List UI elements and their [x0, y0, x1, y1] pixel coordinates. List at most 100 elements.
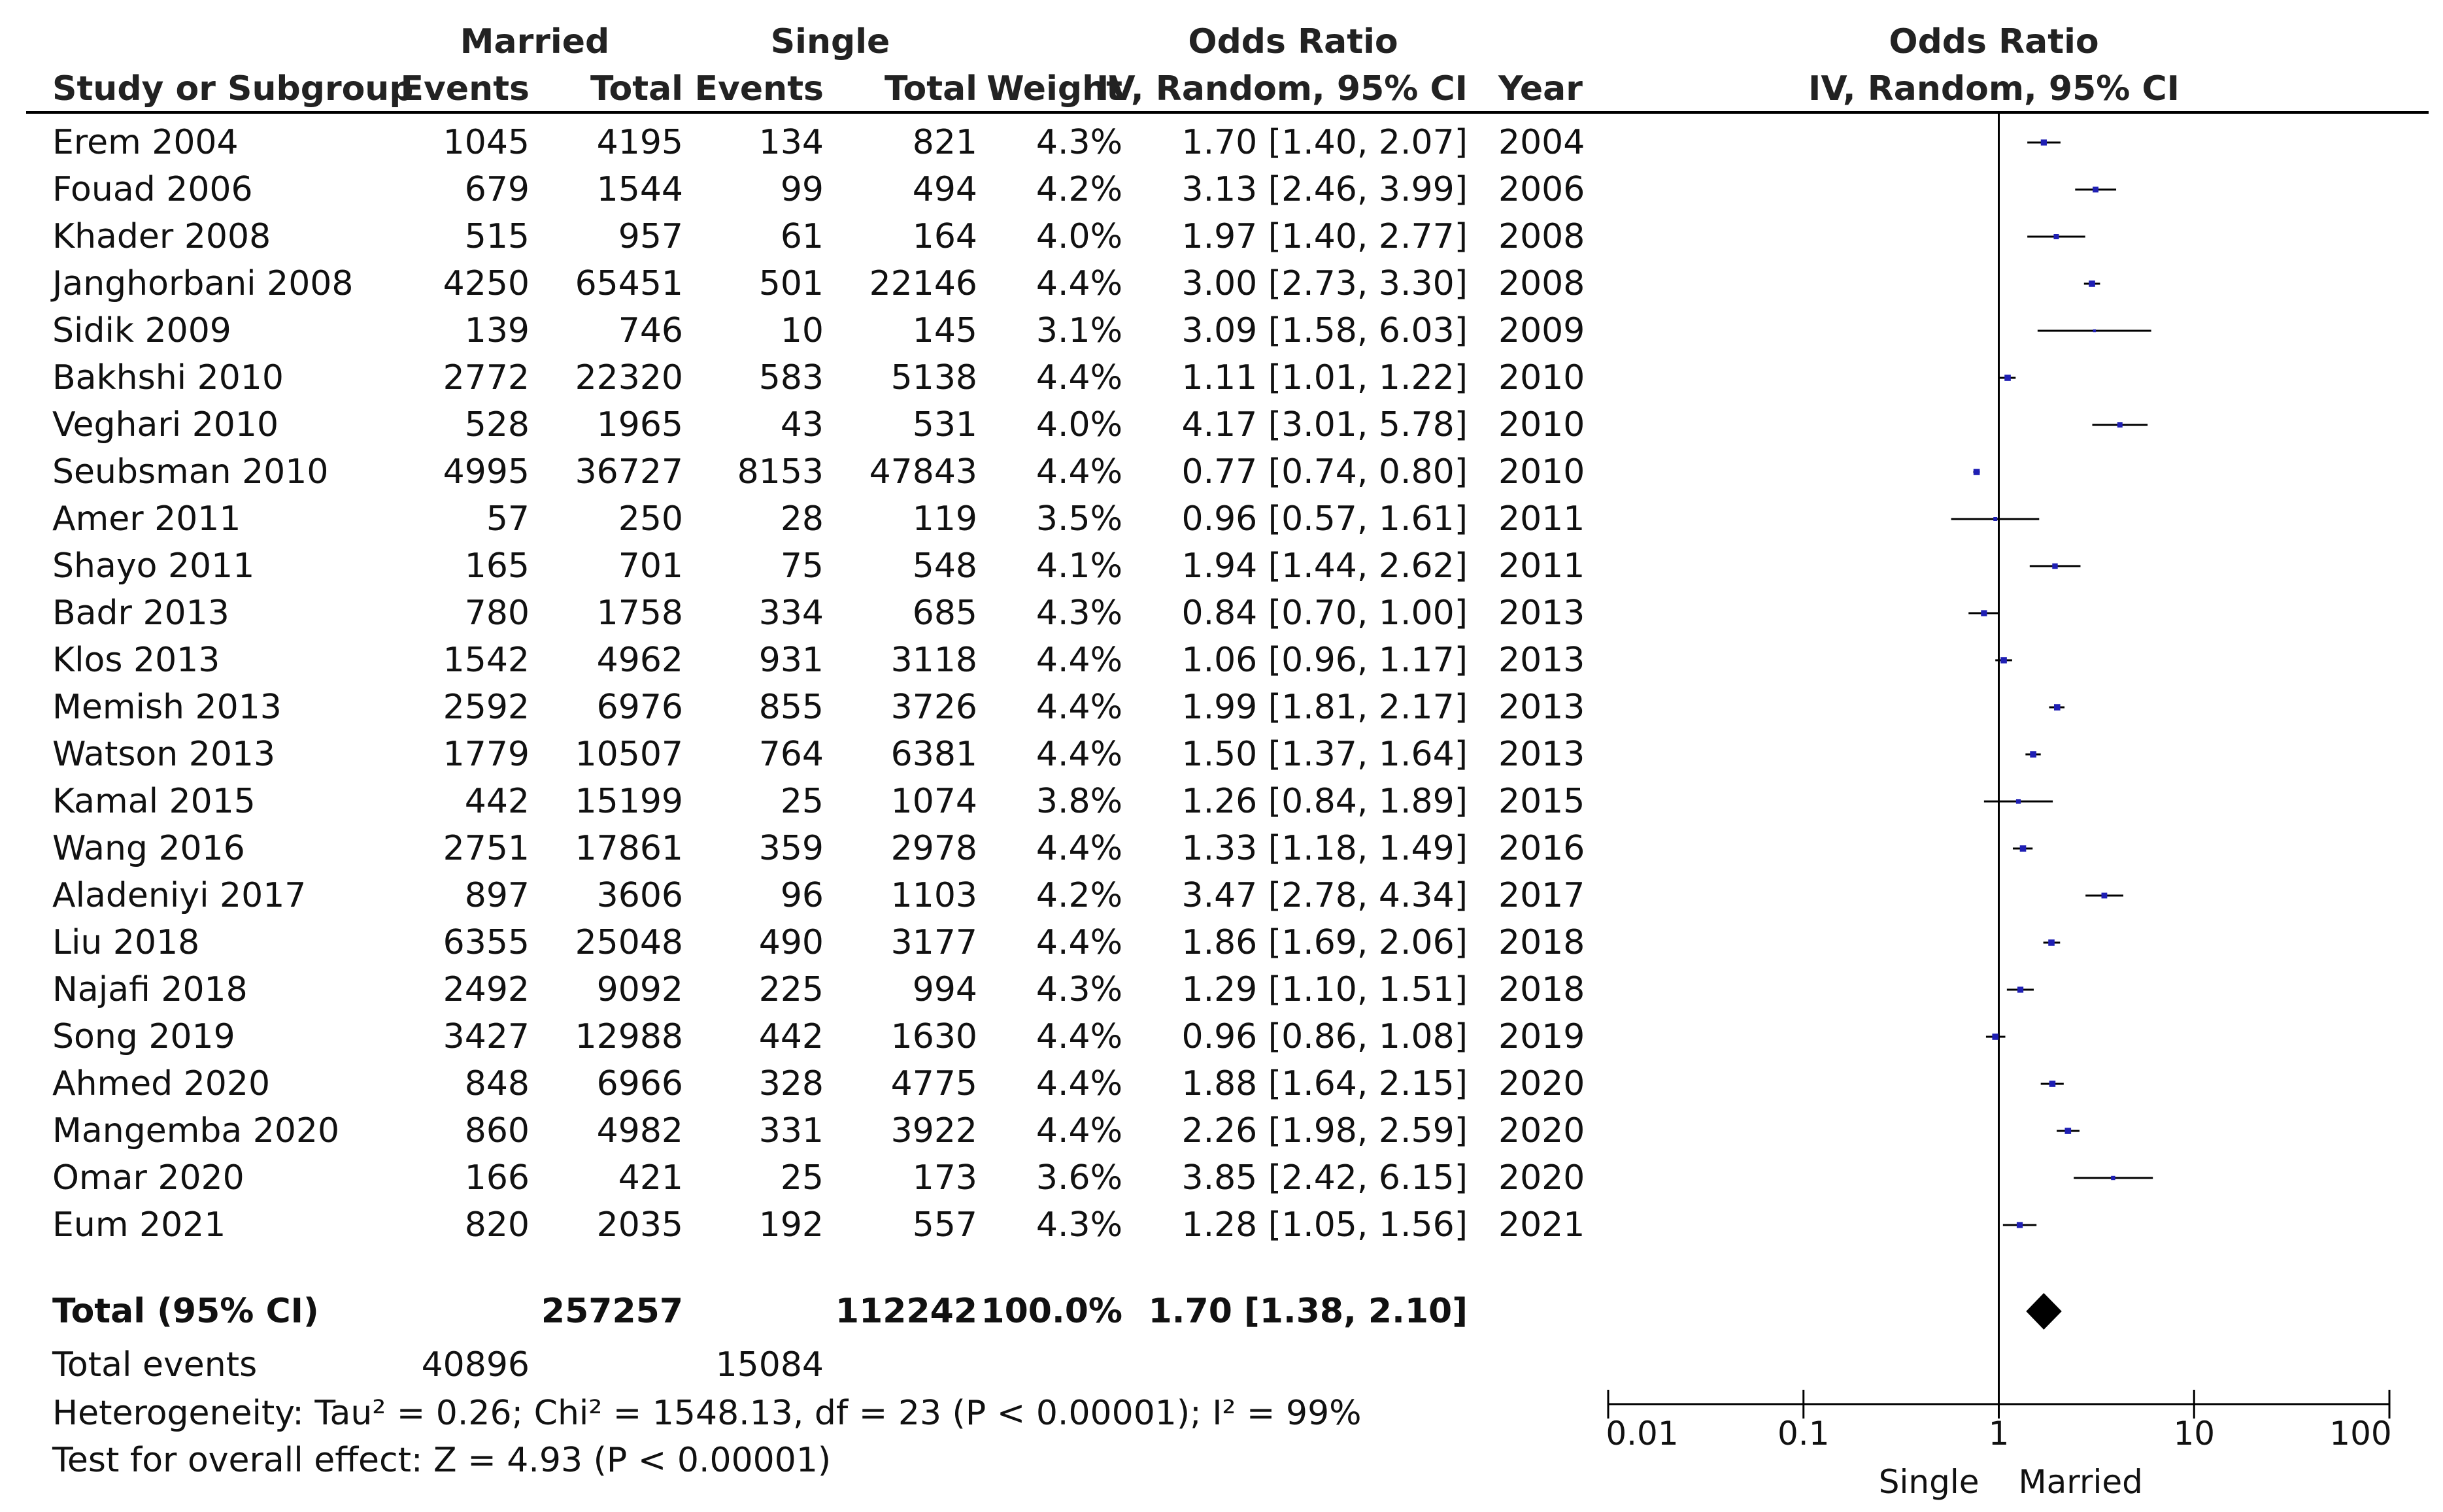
- cell-m-total: 1544: [596, 170, 683, 209]
- cell-s-events: 359: [758, 829, 824, 868]
- point-estimate: [2064, 1128, 2072, 1134]
- cell-year: 2013: [1498, 735, 1585, 774]
- cell-year: 2021: [1498, 1205, 1585, 1245]
- cell-m-events: 780: [464, 594, 530, 633]
- point-estimate: [2111, 1175, 2115, 1181]
- cell-study: Omar 2020: [52, 1158, 244, 1198]
- cell-study: Seubsman 2010: [52, 452, 329, 492]
- total-events-single: 15084: [715, 1345, 824, 1385]
- cell-m-events: 4995: [443, 452, 530, 492]
- total-events-married: 40896: [421, 1345, 530, 1385]
- total-label: Total (95% CI): [52, 1292, 319, 1331]
- total-single: 112242: [835, 1292, 977, 1331]
- cell-study: Janghorbani 2008: [52, 264, 354, 303]
- cell-study: Eum 2021: [52, 1205, 226, 1245]
- cell-m-total: 4962: [596, 641, 683, 680]
- cell-weight: 4.4%: [1036, 1017, 1122, 1056]
- cell-m-total: 6966: [596, 1064, 683, 1103]
- cell-ci: 1.86 [1.69, 2.06]: [1181, 923, 1468, 962]
- cell-study: Sidik 2009: [52, 311, 231, 350]
- cell-study: Klos 2013: [52, 641, 220, 680]
- cell-m-events: 442: [464, 782, 530, 821]
- cell-ci: 1.99 [1.81, 2.17]: [1181, 688, 1468, 727]
- cell-m-total: 4195: [596, 123, 683, 162]
- point-estimate: [2117, 422, 2123, 428]
- cell-s-events: 501: [758, 264, 824, 303]
- cell-m-events: 1045: [443, 123, 530, 162]
- cell-m-total: 25048: [575, 923, 683, 962]
- cell-weight: 4.0%: [1036, 217, 1122, 256]
- cell-s-events: 25: [780, 782, 824, 821]
- cell-s-events: 331: [758, 1111, 824, 1151]
- cell-year: 2018: [1498, 923, 1585, 962]
- cell-year: 2011: [1498, 546, 1585, 586]
- cell-s-total: 4775: [890, 1064, 977, 1103]
- cell-year: 2020: [1498, 1158, 1585, 1198]
- point-estimate: [2101, 892, 2108, 899]
- cell-weight: 4.4%: [1036, 688, 1122, 727]
- cell-ci: 3.13 [2.46, 3.99]: [1181, 170, 1468, 209]
- cell-m-total: 15199: [575, 782, 683, 821]
- col-study: Study or Subgroup: [52, 69, 414, 109]
- cell-s-total: 6381: [890, 735, 977, 774]
- header-odds-ratio: Odds Ratio: [1188, 22, 1398, 61]
- point-estimate: [1981, 610, 1987, 616]
- cell-s-total: 119: [912, 499, 977, 539]
- cell-m-events: 166: [464, 1158, 530, 1198]
- cell-s-events: 931: [758, 641, 824, 680]
- point-estimate: [1973, 469, 1980, 475]
- cell-ci: 1.06 [0.96, 1.17]: [1181, 641, 1468, 680]
- cell-m-events: 820: [464, 1205, 530, 1245]
- point-estimate: [2040, 139, 2047, 146]
- cell-year: 2019: [1498, 1017, 1585, 1056]
- x-tick-label: 1: [1989, 1415, 2010, 1453]
- cell-m-total: 36727: [575, 452, 683, 492]
- cell-ci: 1.94 [1.44, 2.62]: [1181, 546, 1468, 586]
- cell-study: Amer 2011: [52, 499, 241, 539]
- cell-m-events: 679: [464, 170, 530, 209]
- cell-weight: 4.4%: [1036, 452, 1122, 492]
- cell-year: 2013: [1498, 688, 1585, 727]
- cell-study: Khader 2008: [52, 217, 271, 256]
- point-estimate: [2019, 845, 2027, 852]
- point-estimate: [2053, 704, 2061, 711]
- cell-s-events: 25: [780, 1158, 824, 1198]
- cell-study: Mangemba 2020: [52, 1111, 340, 1151]
- cell-s-total: 5138: [890, 358, 977, 397]
- cell-s-total: 22146: [869, 264, 977, 303]
- cell-m-total: 1758: [596, 594, 683, 633]
- cell-year: 2018: [1498, 970, 1585, 1009]
- header-married: Married: [460, 22, 610, 61]
- cell-study: Kamal 2015: [52, 782, 256, 821]
- cell-study: Memish 2013: [52, 688, 282, 727]
- total-events-label: Total events: [52, 1345, 258, 1385]
- cell-year: 2020: [1498, 1111, 1585, 1151]
- cell-m-events: 1779: [443, 735, 530, 774]
- point-estimate: [2004, 375, 2011, 381]
- cell-s-events: 764: [758, 735, 824, 774]
- col-year: Year: [1498, 69, 1583, 109]
- point-estimate: [2089, 280, 2095, 287]
- cell-m-total: 22320: [575, 358, 683, 397]
- total-ci: 1.70 [1.38, 2.10]: [1148, 1292, 1468, 1331]
- cell-m-events: 2751: [443, 829, 530, 868]
- cell-weight: 4.3%: [1036, 1205, 1122, 1245]
- heterogeneity: Heterogeneity: Tau² = 0.26; Chi² = 1548.…: [52, 1394, 1362, 1433]
- cell-study: Watson 2013: [52, 735, 276, 774]
- point-estimate: [2016, 1222, 2023, 1228]
- cell-m-events: 528: [464, 405, 530, 445]
- cell-study: Song 2019: [52, 1017, 235, 1056]
- cell-study: Shayo 2011: [52, 546, 255, 586]
- cell-s-total: 1630: [890, 1017, 977, 1056]
- cell-study: Erem 2004: [52, 123, 239, 162]
- cell-s-events: 225: [758, 970, 824, 1009]
- cell-s-total: 531: [912, 405, 977, 445]
- cell-s-events: 43: [780, 405, 824, 445]
- cell-ci: 1.70 [1.40, 2.07]: [1181, 123, 1468, 162]
- cell-ci: 1.26 [0.84, 1.89]: [1181, 782, 1468, 821]
- cell-year: 2017: [1498, 876, 1585, 915]
- cell-s-events: 96: [780, 876, 824, 915]
- cell-m-total: 250: [618, 499, 683, 539]
- cell-s-total: 3118: [890, 641, 977, 680]
